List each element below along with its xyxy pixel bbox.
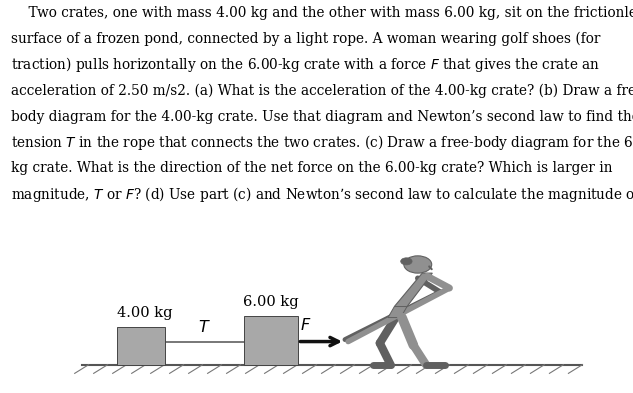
Polygon shape bbox=[388, 307, 407, 318]
Text: magnitude, $T$ or $F$? (d) Use part (c) and Newton’s second law to calculate the: magnitude, $T$ or $F$? (d) Use part (c) … bbox=[11, 185, 633, 204]
Text: kg crate. What is the direction of the net force on the 6.00-kg crate? Which is : kg crate. What is the direction of the n… bbox=[11, 161, 613, 175]
Bar bbox=[117, 327, 165, 365]
Polygon shape bbox=[394, 273, 432, 307]
Text: tension $T$ in the rope that connects the two crates. (c) Draw a free-body diagr: tension $T$ in the rope that connects th… bbox=[11, 133, 633, 152]
Text: surface of a frozen pond, connected by a light rope. A woman wearing golf shoes : surface of a frozen pond, connected by a… bbox=[11, 32, 601, 46]
Text: Two crates, one with mass 4.00 kg and the other with mass 6.00 kg, sit on the fr: Two crates, one with mass 4.00 kg and th… bbox=[11, 6, 633, 20]
Text: traction) pulls horizontally on the 6.00-kg crate with a force $F$ that gives th: traction) pulls horizontally on the 6.00… bbox=[11, 55, 601, 74]
Text: acceleration of 2.50 m/s2. (a) What is the acceleration of the 4.00-kg crate? (b: acceleration of 2.50 m/s2. (a) What is t… bbox=[11, 83, 633, 98]
Circle shape bbox=[401, 258, 412, 265]
Text: body diagram for the 4.00-kg crate. Use that diagram and Newton’s second law to : body diagram for the 4.00-kg crate. Use … bbox=[11, 110, 633, 123]
Circle shape bbox=[404, 256, 432, 273]
Text: 6.00 kg: 6.00 kg bbox=[243, 294, 298, 309]
Bar bbox=[244, 316, 298, 365]
Text: $F$: $F$ bbox=[300, 317, 311, 334]
Text: 4.00 kg: 4.00 kg bbox=[117, 306, 173, 320]
Text: $T$: $T$ bbox=[197, 319, 211, 336]
